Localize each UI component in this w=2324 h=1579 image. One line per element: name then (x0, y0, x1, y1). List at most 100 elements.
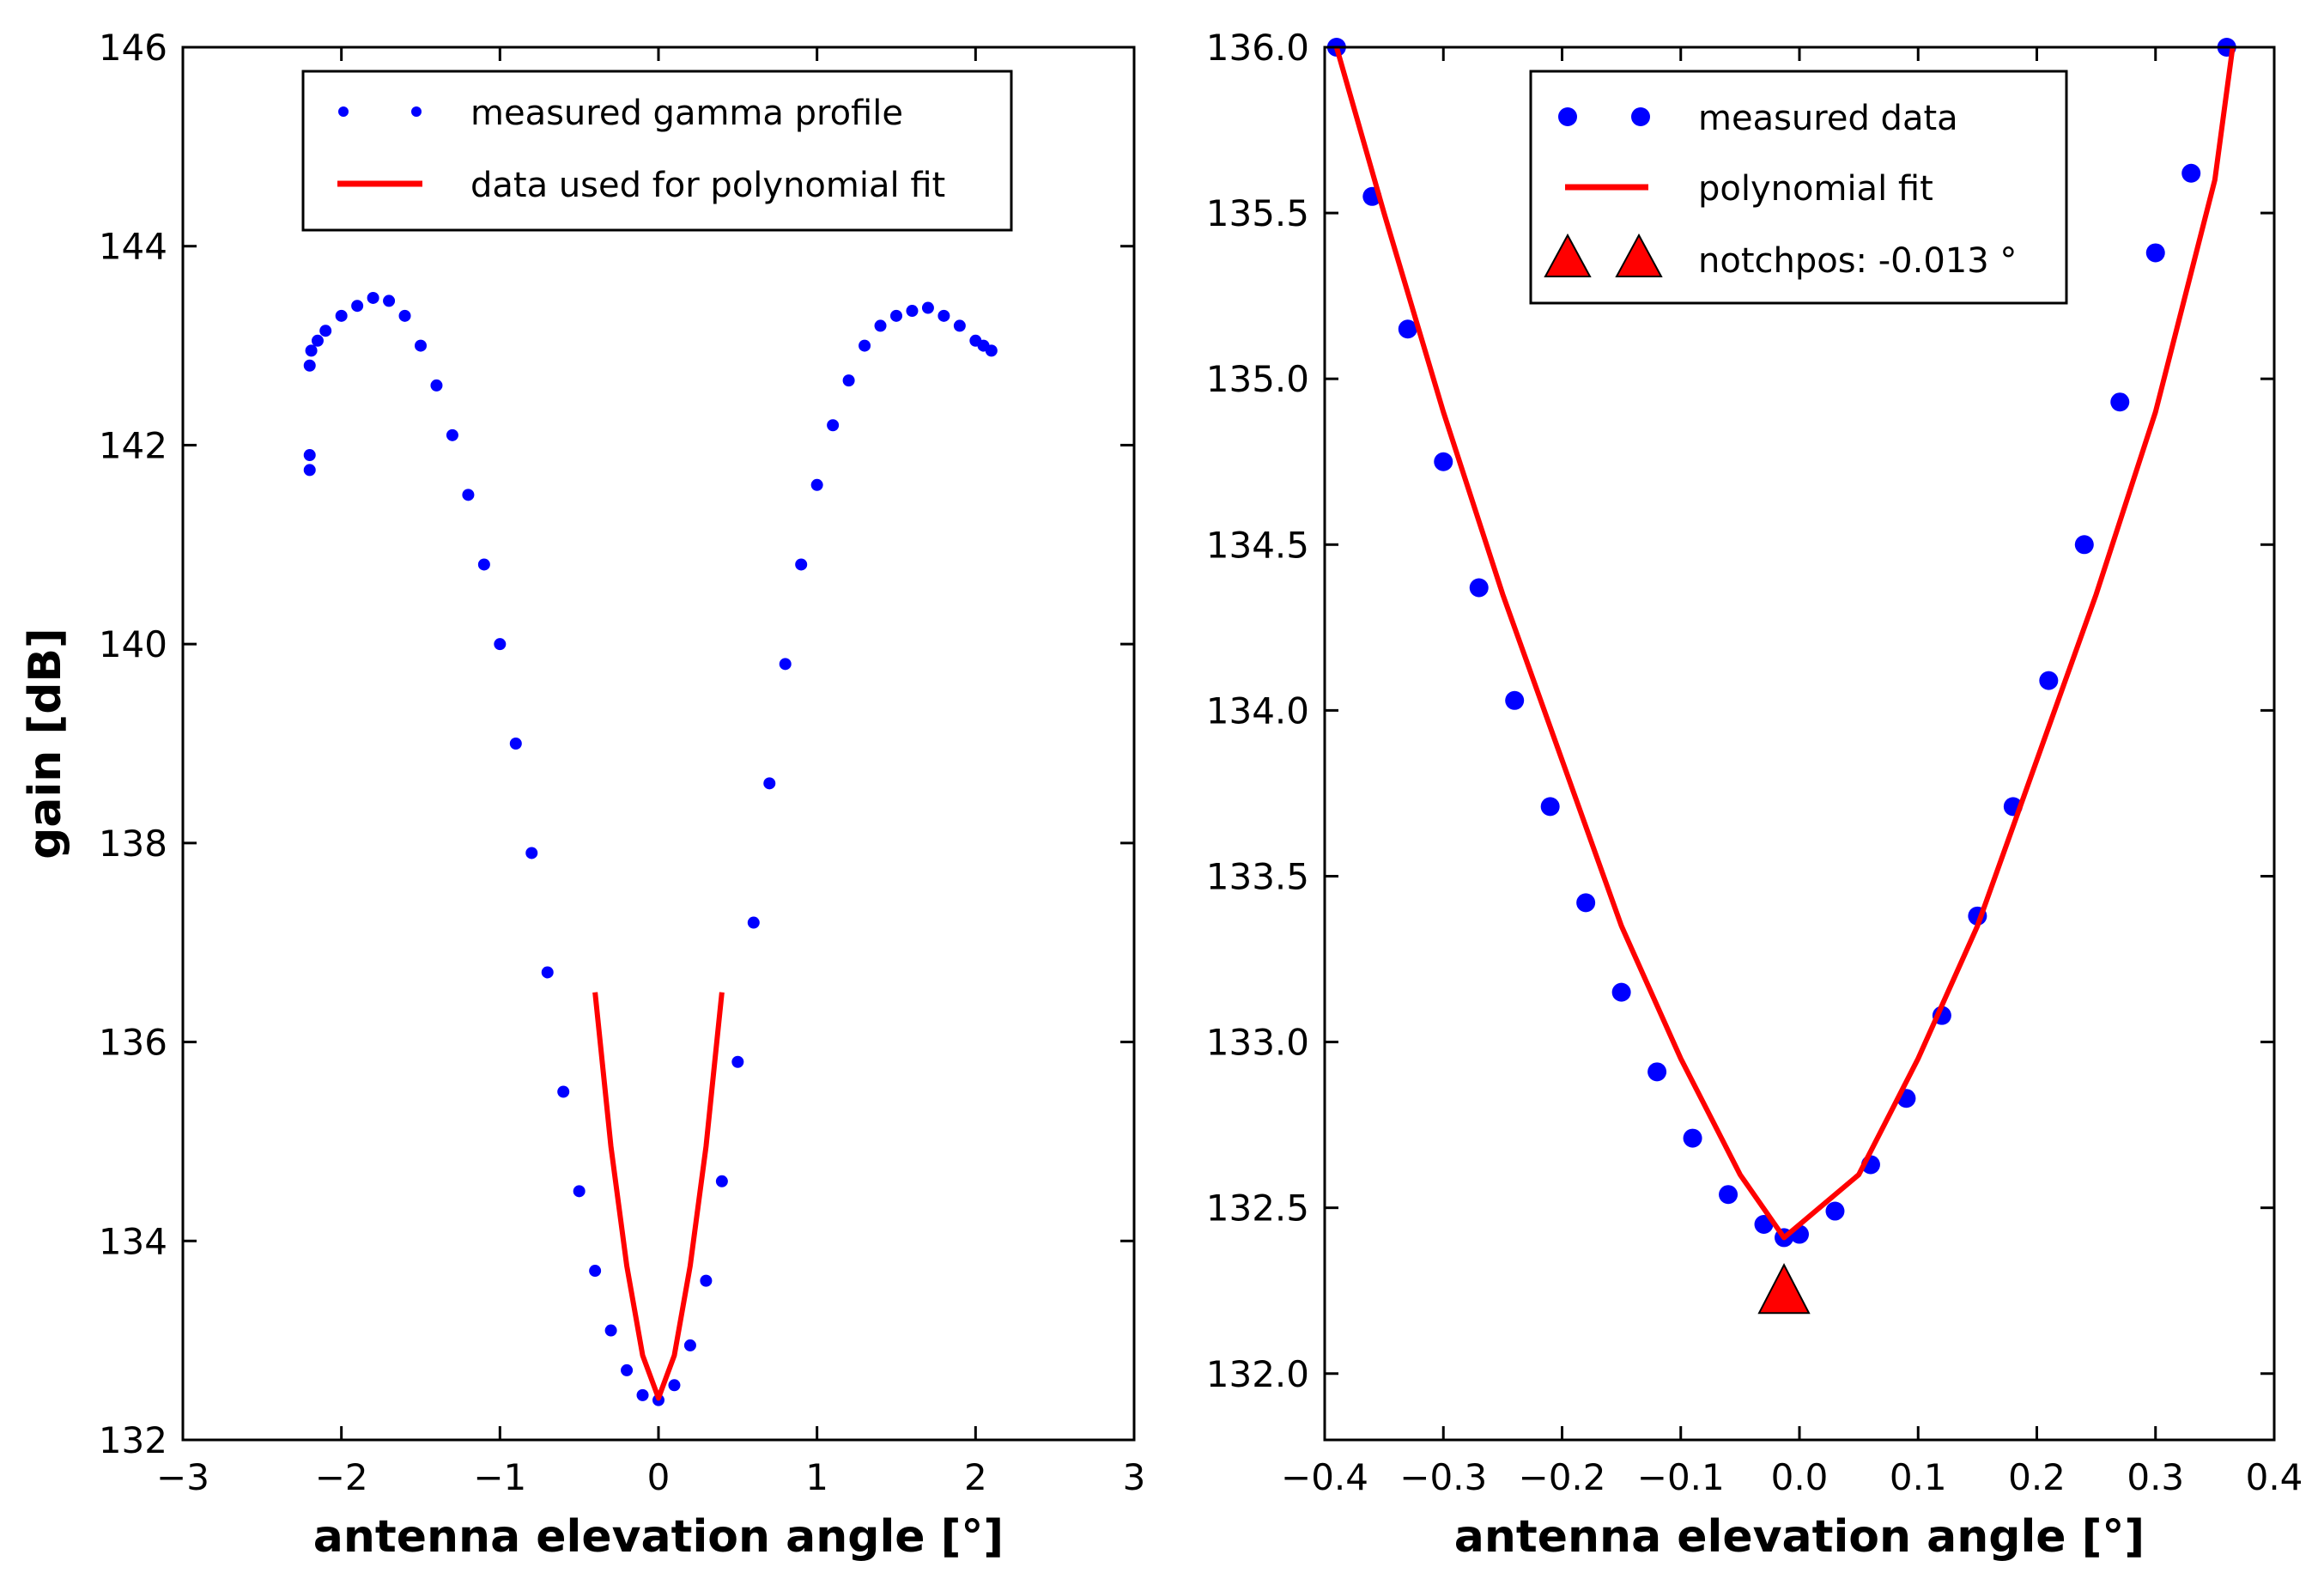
legend-marker-notchpos (1615, 233, 1663, 277)
point-measured-data (1647, 1062, 1667, 1082)
point-measured-gamma-profile (573, 1185, 586, 1198)
point-measured-gamma-profile (827, 419, 840, 432)
x-tick-label: 1 (805, 1456, 828, 1498)
y-tick-label: 132.5 (1206, 1187, 1309, 1230)
y-tick-label: 146 (99, 27, 167, 69)
y-tick-label: 132 (99, 1419, 167, 1461)
point-measured-gamma-profile (874, 319, 887, 332)
x-tick-label: 0.1 (1890, 1456, 1947, 1498)
point-measured-gamma-profile (795, 558, 808, 571)
legend-label-measured-gamma-profile: measured gamma profile (470, 94, 903, 133)
legend-label-measured-data: measured data (1698, 99, 1958, 138)
legend-label-polynomial-fit-data: data used for polynomial fit (470, 166, 945, 205)
point-measured-gamma-profile (842, 374, 855, 387)
point-measured-data (1576, 893, 1596, 913)
y-tick-label: 140 (99, 623, 167, 665)
point-measured-gamma-profile (747, 916, 760, 929)
x-tick-label: 0.0 (1771, 1456, 1829, 1498)
line-polynomial-fit (1333, 46, 2236, 1241)
x-tick-label: 0.4 (2246, 1456, 2303, 1498)
point-measured-gamma-profile (810, 478, 823, 491)
legend-label-polynomial-fit: polynomial fit (1698, 169, 1933, 209)
point-measured-gamma-profile (398, 309, 411, 322)
point-measured-data (1719, 1185, 1738, 1205)
point-measured-gamma-profile (525, 847, 538, 859)
y-tick-label: 142 (99, 424, 167, 466)
x-tick-label: 2 (964, 1456, 987, 1498)
x-tick-label: −1 (473, 1456, 526, 1498)
y-tick-label: 134.5 (1206, 524, 1309, 566)
point-measured-gamma-profile (921, 301, 934, 314)
point-measured-gamma-profile (303, 359, 316, 372)
legend-label-notchpos: notchpos: -0.013 ° (1698, 241, 2017, 281)
y-tick-label: 132.0 (1206, 1353, 1309, 1395)
point-measured-gamma-profile (763, 777, 776, 790)
x-tick-label: 3 (1123, 1456, 1146, 1498)
y-tick-label: 136 (99, 1022, 167, 1064)
point-measured-gamma-profile (305, 344, 318, 357)
point-measured-gamma-profile (953, 319, 966, 332)
x-axis-label: antenna elevation angle [°] (313, 1511, 1004, 1563)
point-measured-data (2039, 671, 2059, 690)
y-tick-label: 133.0 (1206, 1022, 1309, 1064)
point-measured-data (2145, 243, 2165, 263)
point-measured-gamma-profile (462, 489, 475, 501)
point-measured-gamma-profile (367, 291, 379, 304)
y-tick-label: 138 (99, 823, 167, 865)
point-measured-gamma-profile (700, 1274, 713, 1287)
point-measured-gamma-profile (779, 658, 792, 671)
x-tick-label: −3 (156, 1456, 209, 1498)
point-measured-gamma-profile (604, 1324, 617, 1337)
point-measured-data (1683, 1128, 1702, 1148)
point-measured-gamma-profile (985, 344, 998, 357)
point-measured-data (2074, 535, 2094, 555)
point-measured-gamma-profile (311, 334, 324, 347)
legend-marker-measured-data (1558, 107, 1577, 126)
point-measured-gamma-profile (683, 1339, 696, 1351)
x-tick-label: −0.4 (1281, 1456, 1368, 1498)
legend-marker-measured-gamma-profile (338, 106, 349, 117)
point-measured-gamma-profile (430, 379, 443, 392)
x-axis-label: antenna elevation angle [°] (1454, 1511, 2145, 1563)
point-measured-data (1398, 319, 1417, 339)
legend-marker-measured-gamma-profile (411, 106, 422, 117)
x-tick-label: 0.2 (2008, 1456, 2066, 1498)
y-tick-label: 134.0 (1206, 689, 1309, 732)
point-measured-gamma-profile (859, 339, 871, 352)
point-measured-gamma-profile (621, 1363, 634, 1376)
point-measured-data (1540, 797, 1560, 817)
point-measured-gamma-profile (937, 309, 950, 322)
notch-marker (1757, 1263, 1811, 1315)
point-measured-gamma-profile (319, 325, 332, 337)
point-measured-gamma-profile (415, 339, 427, 352)
point-measured-gamma-profile (446, 428, 458, 441)
chart-gamma-profile: −3 −2 −1 0 1 2 3 132 134 136 138 140 142 144 146 gain … (20, 27, 1145, 1563)
point-measured-gamma-profile (731, 1055, 744, 1068)
point-measured-gamma-profile (541, 966, 554, 979)
y-tick-label: 133.5 (1206, 855, 1309, 897)
point-measured-gamma-profile (668, 1379, 681, 1392)
chart-notch-fit: −0.4 −0.3 −0.2 −0.1 0.0 0.1 0.2 0.3 0.4 132.0 132.… (1206, 27, 2303, 1563)
x-tick-label: −2 (315, 1456, 368, 1498)
point-measured-gamma-profile (383, 295, 396, 307)
point-measured-gamma-profile (589, 1265, 602, 1278)
point-measured-gamma-profile (636, 1388, 649, 1401)
point-measured-gamma-profile (890, 309, 902, 322)
point-measured-data (1434, 452, 1453, 471)
y-tick-label: 144 (99, 226, 167, 268)
y-tick-label: 134 (99, 1220, 167, 1262)
line-data-used-for-polynomial-fit (592, 992, 725, 1401)
x-tick-label: −0.3 (1399, 1456, 1487, 1498)
point-measured-data (1505, 690, 1525, 710)
point-measured-gamma-profile (303, 464, 316, 477)
point-measured-gamma-profile (477, 558, 490, 571)
point-measured-data (1469, 578, 1489, 598)
point-measured-gamma-profile (715, 1175, 728, 1187)
point-measured-gamma-profile (509, 738, 522, 750)
y-tick-label: 135.0 (1206, 358, 1309, 400)
point-measured-gamma-profile (351, 300, 364, 313)
point-measured-gamma-profile (335, 309, 348, 322)
x-tick-label: 0.3 (2127, 1456, 2184, 1498)
point-measured-gamma-profile (494, 638, 507, 651)
